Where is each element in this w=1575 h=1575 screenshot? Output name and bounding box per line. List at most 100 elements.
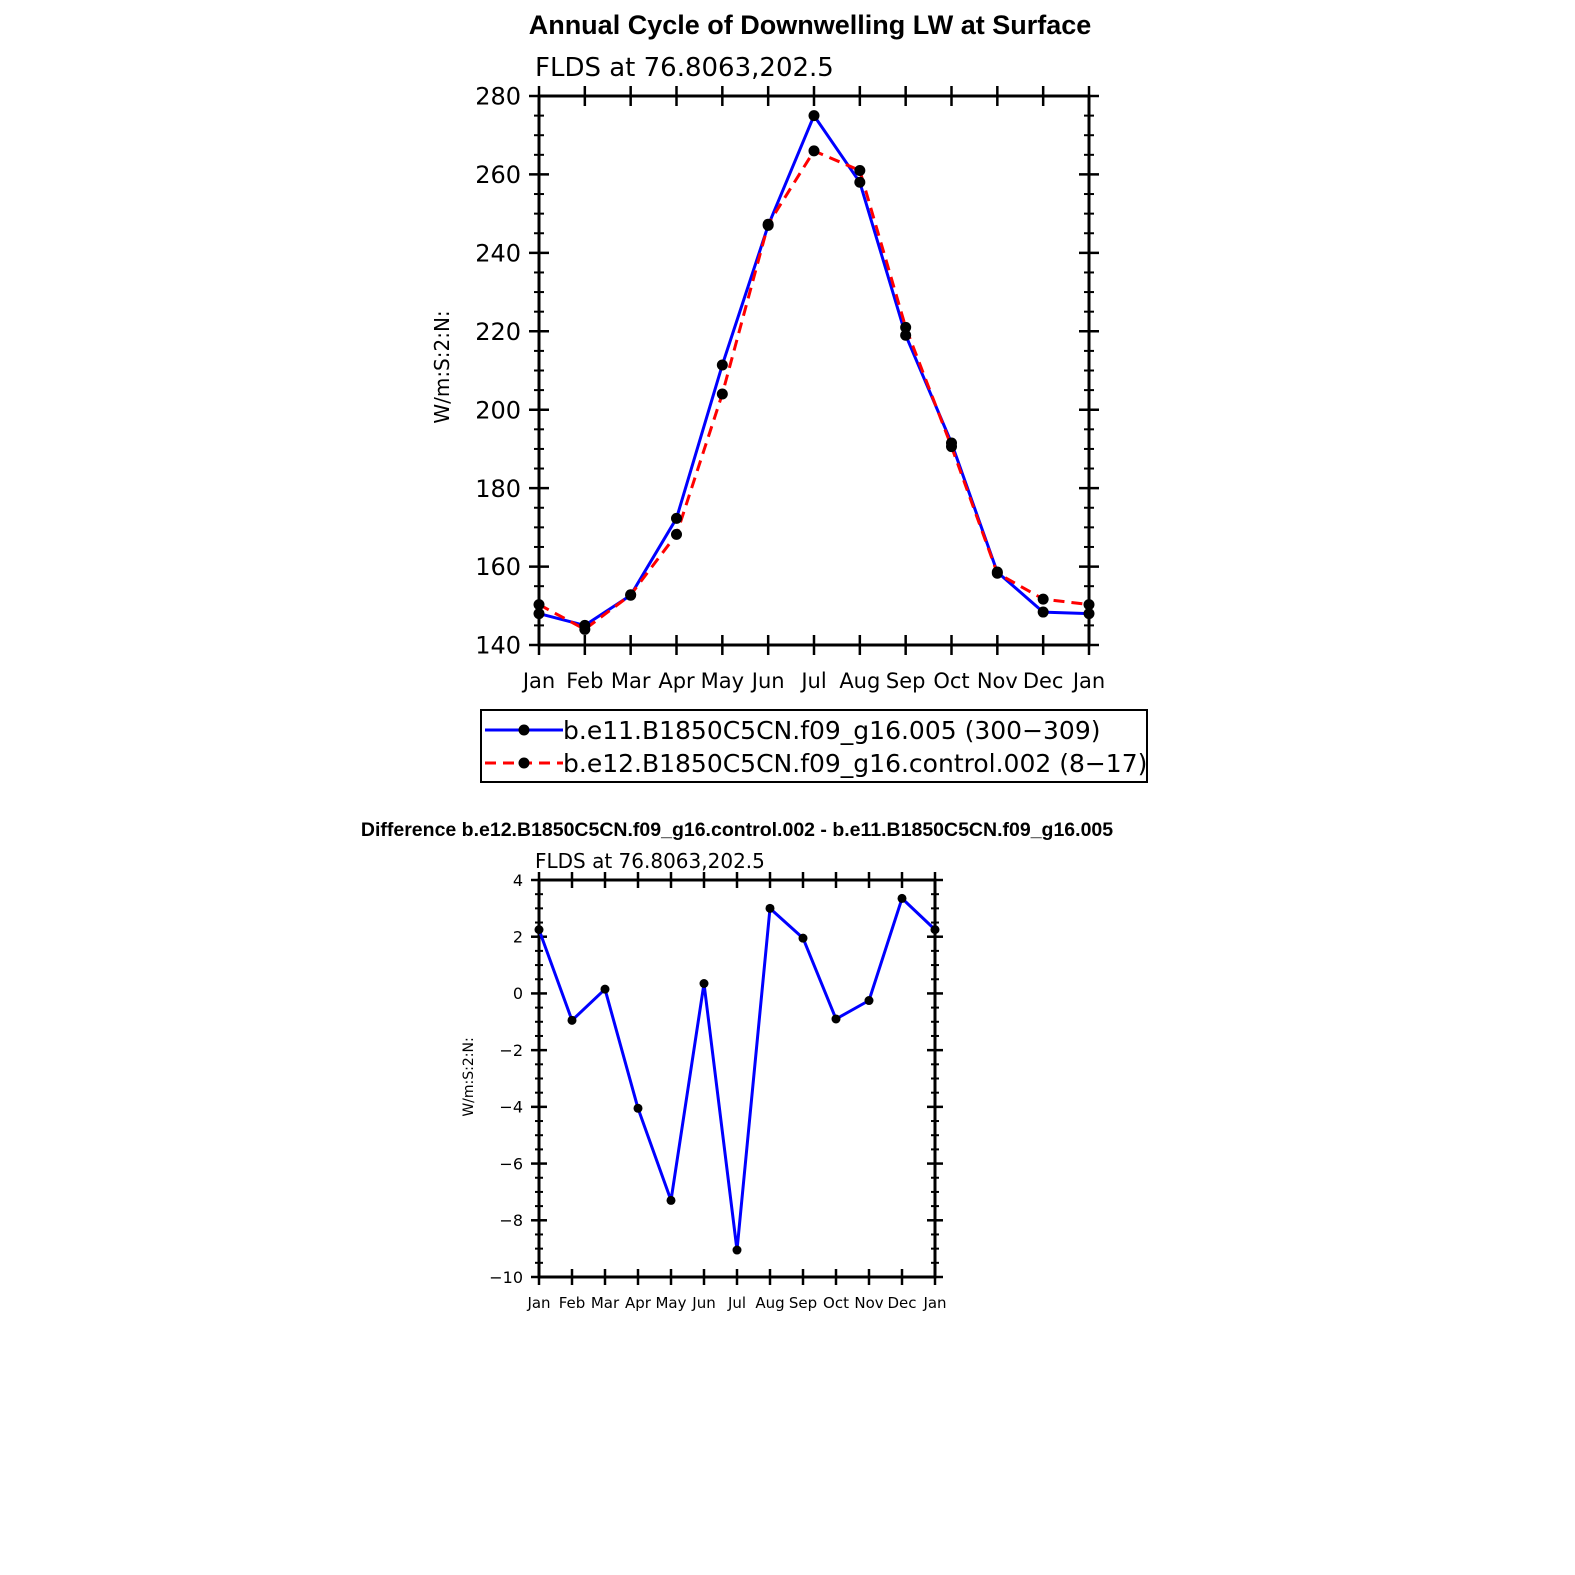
bottom-series-1-point (765, 903, 775, 913)
top-series-1-point (716, 359, 728, 371)
top-chart-y-axis: 140 160 180 200 220 240 260 280 (475, 83, 1099, 660)
top-xtick-label: Jun (750, 669, 785, 693)
top-series-2-point (762, 218, 774, 230)
bottom-xtick-label: Jan (922, 1294, 946, 1312)
legend-box (480, 709, 1148, 783)
top-series-2-point (1037, 593, 1049, 605)
bottom-ytick-label: 4 (513, 871, 523, 890)
top-series-2-point (808, 145, 820, 157)
top-series-2-point (579, 623, 591, 635)
bottom-xtick-label: Sep (789, 1294, 817, 1312)
legend-label-series-1: b.e11.B1850C5CN.f09_g16.005 (300−309) (563, 716, 1101, 745)
top-ytick-label: 180 (475, 475, 521, 503)
bottom-ytick-label: −6 (499, 1154, 523, 1173)
top-series-1-point (1037, 606, 1049, 618)
top-ytick-label: 240 (475, 239, 521, 267)
bottom-ytick-label: −4 (499, 1098, 523, 1117)
bottom-chart-title: Difference b.e12.B1850C5CN.f09_g16.contr… (361, 819, 1113, 841)
top-xtick-label: Jul (799, 669, 826, 693)
bottom-chart-plot-frame (537, 878, 937, 1279)
bottom-chart-x-axis: Jan Feb Mar Apr May Jun Jul Aug Sep Oct Nov Dec Jan (526, 872, 947, 1312)
bottom-xtick-label: Jul (727, 1294, 746, 1312)
top-chart-series (533, 110, 1095, 635)
top-series-2-point (1083, 599, 1095, 611)
bottom-series-1-point (798, 933, 808, 943)
top-chart-title: Annual Cycle of Downwelling LW at Surfac… (529, 10, 1092, 40)
bottom-xtick-label: Apr (625, 1294, 652, 1312)
top-series-2-point (991, 567, 1003, 579)
top-series-line-2 (538, 149, 1090, 631)
bottom-series-1-point (666, 1195, 676, 1205)
top-xtick-label: Feb (566, 669, 603, 693)
top-xtick-label: Aug (839, 669, 880, 693)
bottom-series-1-point (633, 1103, 643, 1113)
top-series-1-point (533, 608, 545, 620)
top-series-1-point (671, 512, 682, 524)
bottom-ytick-label: −10 (489, 1268, 523, 1287)
top-xtick-label: Jan (521, 669, 555, 693)
legend-marker-series-1 (518, 724, 530, 736)
top-ytick-label: 160 (475, 553, 521, 581)
top-ytick-label: 260 (475, 161, 521, 189)
top-xtick-label: Dec (1023, 669, 1064, 693)
legend-label-series-2: b.e12.B1850C5CN.f09_g16.control.002 (8−1… (563, 749, 1147, 778)
top-xtick-label: May (701, 669, 744, 693)
top-xtick-label: Mar (611, 669, 651, 693)
top-series-1-point (854, 176, 866, 188)
top-chart-x-axis: Jan Feb Mar Apr May Jun Jul Aug Sep Oct Nov Dec Jan (521, 86, 1105, 693)
bottom-xtick-label: Jun (691, 1294, 715, 1312)
bottom-series-1-point (864, 996, 874, 1006)
bottom-xtick-label: Nov (854, 1294, 883, 1312)
bottom-xtick-label: Mar (591, 1294, 620, 1312)
top-series-2-point (854, 165, 866, 177)
bottom-xtick-label: Jan (526, 1294, 550, 1312)
top-series-1-point (808, 110, 820, 122)
bottom-xtick-label: May (655, 1294, 686, 1312)
bottom-series-1-point (699, 979, 709, 989)
difference-chart: Difference b.e12.B1850C5CN.f09_g16.contr… (361, 819, 1113, 1312)
bottom-xtick-label: Dec (887, 1294, 916, 1312)
bottom-xtick-label: Aug (755, 1294, 784, 1312)
top-chart-ylabel: W/m:S:2:N: (430, 310, 454, 423)
bottom-series-1-point (897, 893, 907, 903)
bottom-xtick-label: Oct (823, 1294, 849, 1312)
bottom-series-1-point (534, 925, 544, 935)
bottom-series-1-point (831, 1014, 841, 1024)
bottom-series-1-point (930, 925, 940, 935)
top-series-2-point (671, 528, 682, 540)
top-series-2-point (946, 441, 957, 453)
top-series-1-point (900, 329, 912, 341)
top-xtick-label: Nov (977, 669, 1018, 693)
bottom-chart-ylabel: W/m:S:2:N: (461, 1037, 477, 1116)
bottom-series-1-point (732, 1245, 742, 1255)
top-ytick-label: 200 (475, 396, 521, 424)
top-ytick-label: 280 (475, 83, 521, 111)
top-series-2-point (716, 388, 728, 400)
top-chart-subtitle: FLDS at 76.8063,202.5 (535, 53, 834, 83)
bottom-series-1-point (600, 984, 610, 994)
bottom-series-1-point (567, 1015, 577, 1025)
bottom-chart-y-axis: −10 −8 −6 −4 −2 0 2 4 (489, 871, 943, 1287)
bottom-ytick-label: 0 (513, 984, 523, 1003)
top-series-line-1 (538, 114, 1090, 627)
top-series-1-point (1083, 608, 1095, 620)
bottom-ytick-label: −2 (499, 1041, 523, 1060)
top-ytick-label: 220 (475, 318, 521, 346)
top-series-2-point (900, 321, 912, 333)
bottom-xtick-label: Feb (559, 1294, 586, 1312)
bottom-chart-subtitle: FLDS at 76.8063,202.5 (535, 849, 765, 873)
top-xtick-label: Sep (886, 669, 926, 693)
top-xtick-label: Oct (933, 669, 969, 693)
legend-marker-series-2 (518, 757, 530, 769)
annual-cycle-chart: Annual Cycle of Downwelling LW at Surfac… (430, 10, 1148, 783)
bottom-series-line-1 (537, 896, 937, 1252)
bottom-chart-series (534, 893, 940, 1255)
bottom-ytick-label: 2 (513, 927, 523, 946)
top-chart-plot-frame (537, 94, 1091, 647)
top-series-2-point (533, 599, 545, 611)
top-ytick-label: 140 (475, 632, 521, 660)
bottom-ytick-label: −8 (499, 1211, 523, 1230)
top-xtick-label: Jan (1071, 669, 1105, 693)
top-series-2-point (625, 589, 637, 601)
